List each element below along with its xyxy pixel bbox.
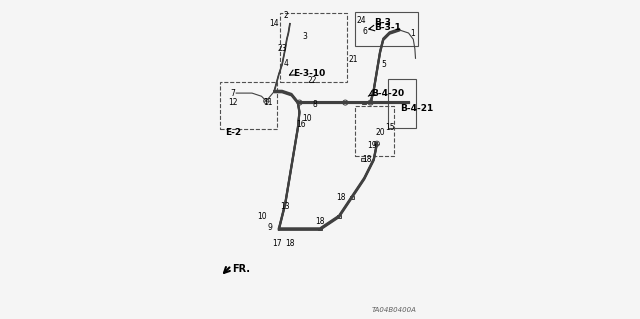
Text: 18: 18: [316, 217, 324, 226]
Text: 24: 24: [356, 16, 366, 25]
Text: B-3: B-3: [374, 18, 390, 27]
Text: 9: 9: [268, 223, 273, 232]
Text: 20: 20: [375, 128, 385, 137]
Text: B-4-20: B-4-20: [371, 89, 404, 98]
Text: B-3-1: B-3-1: [374, 24, 401, 33]
Text: 19: 19: [367, 141, 377, 150]
Text: 21: 21: [348, 56, 358, 64]
Bar: [362, 101, 366, 104]
Text: E-3-10: E-3-10: [293, 69, 325, 78]
Bar: [355, 106, 394, 156]
Text: 6: 6: [363, 27, 367, 36]
Bar: [361, 158, 365, 161]
Text: 17: 17: [273, 239, 282, 248]
Text: 18: 18: [336, 193, 346, 202]
Text: 12: 12: [228, 98, 238, 107]
Text: FR.: FR.: [232, 264, 250, 274]
Text: 18: 18: [363, 155, 372, 164]
Text: 5: 5: [381, 60, 387, 69]
Text: 11: 11: [263, 98, 273, 107]
Text: 8: 8: [312, 100, 317, 109]
Text: 1: 1: [410, 28, 415, 38]
Bar: [318, 228, 322, 230]
Bar: [349, 196, 353, 199]
Bar: [220, 82, 277, 130]
Text: 16: 16: [296, 120, 306, 129]
Text: E-2: E-2: [225, 128, 241, 137]
Bar: [355, 12, 418, 46]
Text: TA04B0400A: TA04B0400A: [372, 307, 417, 313]
Text: 4: 4: [284, 59, 289, 68]
Text: 23: 23: [277, 44, 287, 53]
Text: B-4-21: B-4-21: [400, 104, 433, 114]
Text: 2: 2: [284, 11, 289, 20]
Bar: [280, 13, 347, 82]
Bar: [388, 79, 417, 128]
Text: 14: 14: [269, 19, 279, 28]
Text: 22: 22: [307, 76, 317, 85]
Bar: [337, 215, 341, 218]
Text: 7: 7: [231, 89, 236, 98]
Text: 13: 13: [280, 203, 290, 211]
Text: 10: 10: [303, 114, 312, 123]
Text: 10: 10: [257, 212, 266, 221]
Text: 3: 3: [303, 32, 307, 41]
Text: 18: 18: [285, 239, 294, 248]
Text: 15: 15: [385, 123, 394, 132]
